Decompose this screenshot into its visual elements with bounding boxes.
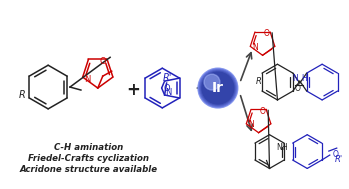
Text: H: H <box>301 74 306 83</box>
Circle shape <box>201 71 235 105</box>
Text: N: N <box>292 74 298 83</box>
Circle shape <box>200 70 236 106</box>
Circle shape <box>204 74 220 90</box>
Circle shape <box>198 68 238 108</box>
Text: O: O <box>263 29 269 38</box>
Text: O: O <box>295 84 301 93</box>
Text: N: N <box>248 120 254 129</box>
Text: R': R' <box>163 73 172 83</box>
Text: R: R <box>256 77 262 86</box>
Text: O: O <box>163 84 170 93</box>
Text: O: O <box>259 107 265 116</box>
Text: Acridone structure available: Acridone structure available <box>20 165 158 174</box>
Text: Ir: Ir <box>212 81 224 95</box>
Text: O: O <box>333 149 339 159</box>
Text: C-H amination: C-H amination <box>54 143 124 152</box>
Text: H: H <box>282 143 287 152</box>
Text: Friedel-Crafts cyclization: Friedel-Crafts cyclization <box>28 154 149 163</box>
Text: N: N <box>84 74 91 84</box>
Circle shape <box>202 72 234 104</box>
Text: N: N <box>276 143 282 152</box>
Text: N: N <box>165 88 172 97</box>
Text: R: R <box>19 90 26 100</box>
Text: N: N <box>252 43 258 52</box>
Circle shape <box>199 69 237 107</box>
Text: R': R' <box>335 155 343 163</box>
Text: +: + <box>127 81 140 99</box>
Text: O: O <box>100 57 106 66</box>
